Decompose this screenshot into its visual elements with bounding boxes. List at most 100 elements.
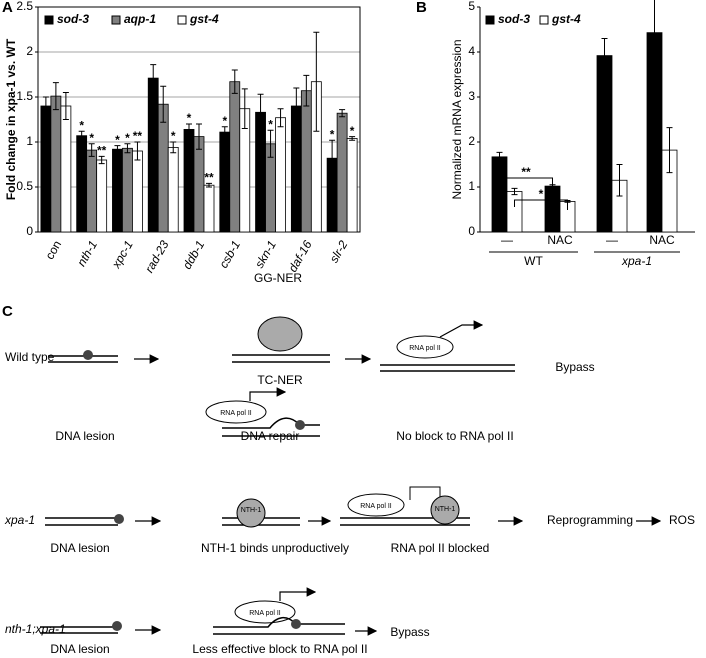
significance-bracket [514, 199, 568, 210]
bar [544, 185, 561, 233]
x-tick-label: — [606, 233, 618, 247]
significance: * [539, 187, 544, 201]
polymerase [396, 335, 454, 359]
error-bar [62, 92, 69, 120]
error-bar [52, 82, 59, 111]
bar [219, 131, 231, 233]
y-tick-label: 1 [26, 134, 33, 148]
bar [167, 146, 179, 233]
lesion [83, 350, 93, 360]
row-label: nth-1;xpa-1 [5, 622, 66, 636]
error-bar [329, 139, 336, 177]
legend-swatch [539, 15, 549, 25]
y-tick-label: 3 [468, 89, 475, 103]
error-bar [186, 123, 192, 136]
bar [506, 191, 523, 233]
label: Less effective block to RNA pol II [192, 642, 367, 656]
polymerase [347, 493, 405, 517]
bar [60, 105, 72, 233]
error-bar [616, 164, 623, 197]
legend-label: sod-3 [498, 12, 530, 26]
x-tick-label: ddb-1 [180, 238, 207, 272]
nth-1 [236, 498, 266, 528]
bar [491, 156, 508, 233]
bar [86, 149, 98, 233]
significance: * [330, 127, 335, 141]
nth-1 [430, 495, 460, 525]
error-bar [160, 85, 167, 123]
panel-label: A [2, 0, 13, 16]
label: DNA lesion [50, 541, 109, 555]
legend-label: gst-4 [189, 12, 219, 26]
x-tick-label: csb-1 [216, 238, 243, 270]
error-bar [206, 182, 212, 188]
significance: ** [133, 129, 143, 143]
label: DNA lesion [55, 429, 114, 443]
error-bar [651, 0, 658, 75]
label: NTH-1 binds unproductively [201, 541, 349, 555]
legend-swatch [485, 15, 495, 25]
bar [112, 148, 123, 233]
legend-label: sod-3 [57, 12, 89, 26]
x-tick-label: — [501, 233, 513, 247]
row-label: xpa-1 [4, 513, 35, 527]
bar [596, 55, 613, 233]
arrow [279, 587, 317, 601]
significance: * [79, 118, 84, 132]
error-bar [42, 96, 49, 116]
bar [275, 117, 286, 233]
x-tick-label: slr-2 [327, 238, 351, 265]
y-tick-label: 1 [468, 179, 475, 193]
bar [290, 105, 302, 233]
lesion [112, 621, 122, 631]
error-bar [98, 155, 105, 165]
error-bar [88, 143, 95, 157]
label: TC-NER [257, 373, 303, 387]
x-tick-label: NAC [649, 233, 675, 247]
error-bar [114, 145, 121, 154]
label: NTH-1 [435, 506, 456, 513]
bar [229, 81, 241, 233]
repair-complex [257, 316, 303, 352]
significance: ** [521, 165, 531, 179]
bar [157, 103, 169, 233]
lesion [291, 619, 301, 629]
arrow [439, 320, 484, 338]
dna [48, 355, 118, 363]
label: Bypass [390, 625, 429, 639]
label: GG-NER [254, 271, 302, 285]
bar [76, 135, 88, 233]
error-bar [78, 130, 85, 141]
y-tick-label: 5 [468, 0, 475, 13]
error-bar [496, 151, 503, 162]
dna [40, 626, 118, 634]
legend-label: aqp-1 [124, 12, 156, 26]
blocked-arrow [409, 486, 441, 500]
panel-label: B [416, 0, 427, 16]
legend-label: gst-4 [551, 12, 581, 26]
label: ROS [669, 513, 695, 527]
bar [122, 147, 133, 233]
error-bar [511, 187, 518, 196]
label: DNA lesion [50, 642, 109, 656]
error-bar [257, 93, 264, 131]
y-tick-label: 2 [26, 44, 33, 58]
bar [346, 137, 358, 233]
significance: * [187, 111, 192, 125]
label: Reprogramming [547, 513, 633, 527]
x-tick-label: xpc-1 [108, 238, 135, 271]
error-bar [666, 127, 673, 174]
legend-swatch [177, 15, 187, 25]
legend-swatch [111, 15, 121, 25]
significance: * [115, 133, 120, 147]
y-tick-label: 1.5 [16, 89, 33, 103]
x-tick-label: skn-1 [252, 238, 279, 270]
error-bar [293, 87, 300, 125]
group-label: WT [524, 254, 543, 268]
bar [300, 90, 312, 233]
label: RNA pol II [220, 410, 252, 417]
error-bar [277, 108, 284, 128]
error-bar [134, 141, 141, 161]
